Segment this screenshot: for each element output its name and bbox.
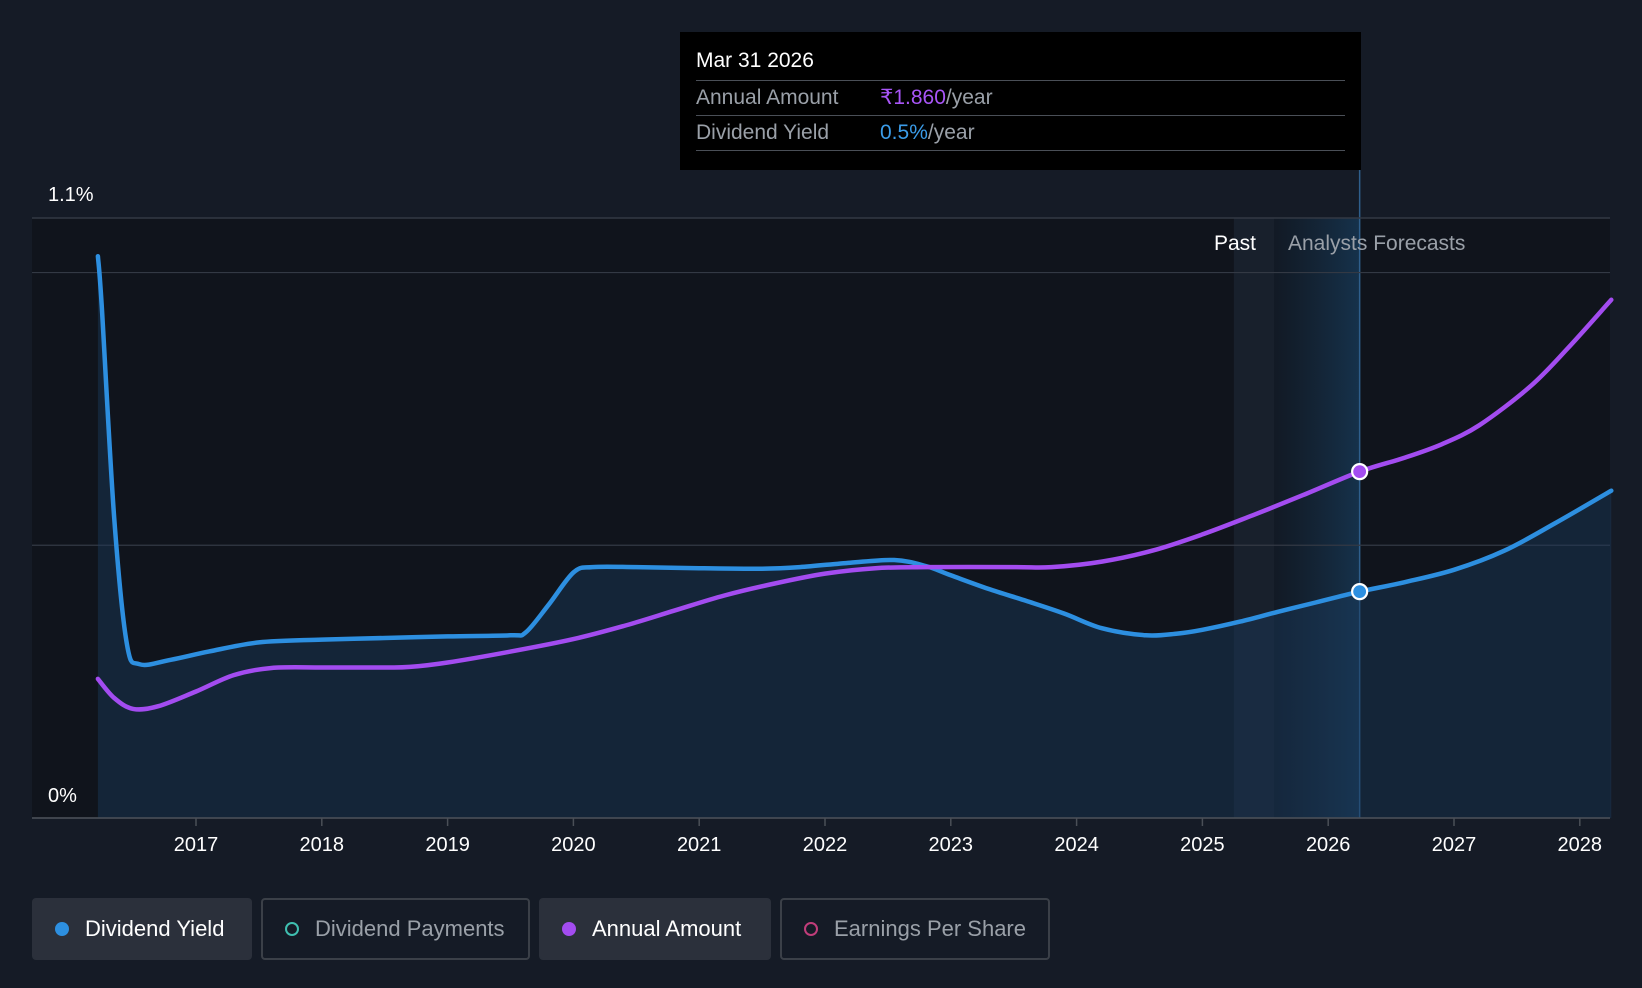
x-tick-label: 2018 (300, 834, 345, 856)
tooltip-dividend-yield-row: Dividend Yield 0.5% /year (696, 116, 1345, 151)
legend-label: Dividend Yield (85, 916, 225, 941)
tooltip-dividend-yield-unit: /year (927, 121, 975, 144)
hollow-circle-icon (804, 922, 818, 936)
x-tick-label: 2019 (425, 834, 470, 856)
x-tick-label: 2020 (551, 834, 596, 856)
tooltip-dividend-yield-label: Dividend Yield (696, 121, 830, 144)
tooltip-annual-amount-row: Annual Amount ₹1.860 /year (696, 81, 1345, 116)
forecast-band (1274, 218, 1360, 818)
legend-label: Dividend Payments (315, 916, 505, 941)
legend-dividend-yield-button[interactable]: Dividend Yield (32, 898, 252, 960)
chart-tooltip: Mar 31 2026 Annual Amount ₹1.860 /year D… (680, 32, 1361, 170)
legend-earnings-per-share-button[interactable]: Earnings Per Share (780, 898, 1050, 960)
y-tick-label-min: 0% (48, 785, 77, 807)
y-tick-label-max: 1.1% (48, 184, 94, 206)
hollow-circle-icon (285, 922, 299, 936)
tooltip-annual-amount-value: ₹1.860 (880, 86, 946, 109)
x-tick-label: 2022 (803, 834, 848, 856)
dividend-yield-area (97, 256, 1612, 818)
legend-annual-amount-button[interactable]: Annual Amount (539, 898, 771, 960)
dividend-chart: 1.1% 0% Past Analysts Forecasts 2017 2018… (32, 170, 1614, 856)
annual-amount-marker (1351, 463, 1369, 481)
x-tick-label: 2027 (1432, 834, 1477, 856)
tooltip-annual-amount-unit: /year (945, 86, 993, 109)
tooltip-annual-amount-label: Annual Amount (696, 86, 839, 109)
x-tick-label: 2024 (1054, 834, 1099, 856)
x-tick-label: 2025 (1180, 834, 1225, 856)
filled-circle-icon (55, 922, 69, 936)
x-tick-label: 2026 (1306, 834, 1351, 856)
forecast-label: Analysts Forecasts (1288, 232, 1465, 255)
past-label: Past (1214, 232, 1256, 255)
filled-circle-icon (562, 922, 576, 936)
chart-legend: Dividend Yield Dividend Payments Annual … (32, 898, 1050, 960)
dividend-yield-line (95, 253, 1614, 668)
dividend-yield-marker (1351, 583, 1369, 601)
x-tick-label: 2028 (1558, 834, 1603, 856)
tooltip-dividend-yield-value: 0.5% (880, 121, 928, 144)
x-tick-label: 2021 (677, 834, 722, 856)
legend-label: Annual Amount (592, 916, 742, 941)
tooltip-date: Mar 31 2026 (696, 46, 1345, 81)
legend-dividend-payments-button[interactable]: Dividend Payments (261, 898, 530, 960)
legend-label: Earnings Per Share (834, 916, 1026, 941)
annual-amount-line (95, 297, 1614, 712)
x-tick-label: 2023 (929, 834, 974, 856)
x-tick-label: 2017 (174, 834, 219, 856)
